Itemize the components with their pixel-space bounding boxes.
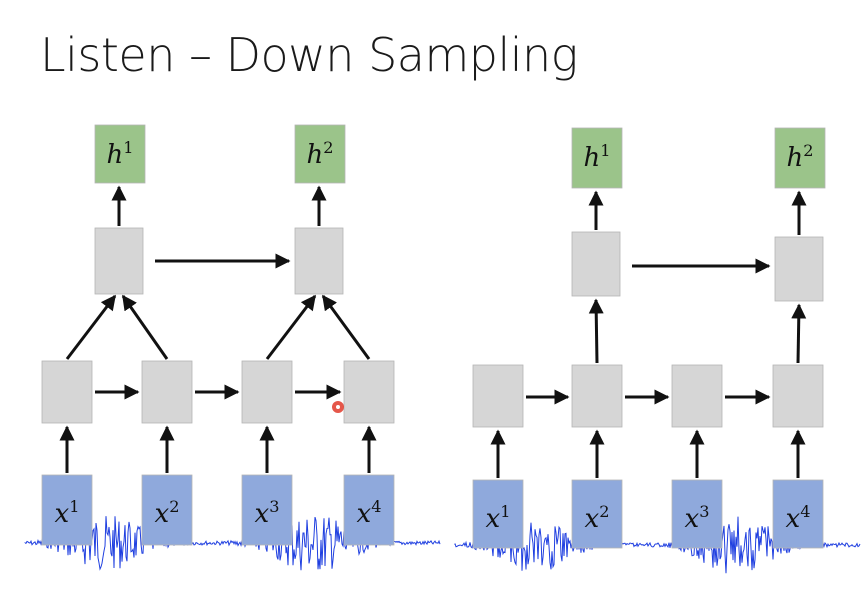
right-upper-layer-box-2 <box>774 236 824 302</box>
upper-layer-box-2 <box>294 227 344 295</box>
right-upper-layer-box-1 <box>571 231 621 297</box>
input-box-x3 <box>241 474 293 546</box>
output-box-h2 <box>294 124 346 184</box>
upper-layer-box-1 <box>94 227 144 295</box>
right-input-box-x2 <box>571 479 623 549</box>
input-label-x2: x2 <box>155 497 180 529</box>
right-output-label-h1: h1 <box>584 141 611 173</box>
right-output-box-h2 <box>774 127 826 189</box>
output-label-h2: h2 <box>307 138 334 170</box>
output-label-h1: h1 <box>107 138 134 170</box>
input-box-x1 <box>41 474 93 546</box>
right-skip-arrow-1 <box>588 298 604 364</box>
right-skip-arrow-2 <box>791 303 807 364</box>
page-title: Listen – Down Sampling <box>40 28 578 82</box>
right-input-label-x2: x2 <box>585 502 610 534</box>
lower-layer-box-1 <box>41 360 93 424</box>
merge-arrow-2 <box>121 294 169 360</box>
input-label-x4: x4 <box>357 497 382 529</box>
right-output-box-h1 <box>571 127 623 189</box>
merge-arrow-1 <box>65 294 117 360</box>
right-input-label-x4: x4 <box>786 502 811 534</box>
lower-layer-box-3 <box>241 360 293 424</box>
input-box-x4 <box>343 474 395 546</box>
right-input-box-x3 <box>671 479 723 549</box>
right-output-label-h2: h2 <box>787 141 814 173</box>
right-input-label-x3: x3 <box>685 502 710 534</box>
right-lower-layer-box-1 <box>472 364 524 428</box>
right-lower-layer-box-3 <box>671 364 723 428</box>
right-input-box-x4 <box>772 479 824 549</box>
output-box-h1 <box>94 124 146 184</box>
lower-layer-box-2 <box>141 360 193 424</box>
right-input-box-x1 <box>472 479 524 549</box>
input-label-x1: x1 <box>55 497 80 529</box>
input-label-x3: x3 <box>255 497 280 529</box>
right-lower-layer-box-2 <box>571 364 623 428</box>
merge-arrow-3 <box>265 294 317 360</box>
lower-layer-box-4 <box>343 360 395 424</box>
right-lower-layer-box-4 <box>772 364 824 428</box>
boxes: x1 x2 x3 x4 h1 h2 x1 x2 x3 x4 h1 h2 <box>41 124 826 549</box>
right-input-label-x1: x1 <box>486 502 511 534</box>
merge-arrow-4 <box>321 294 371 360</box>
arrows <box>59 185 807 478</box>
input-box-x2 <box>141 474 193 546</box>
